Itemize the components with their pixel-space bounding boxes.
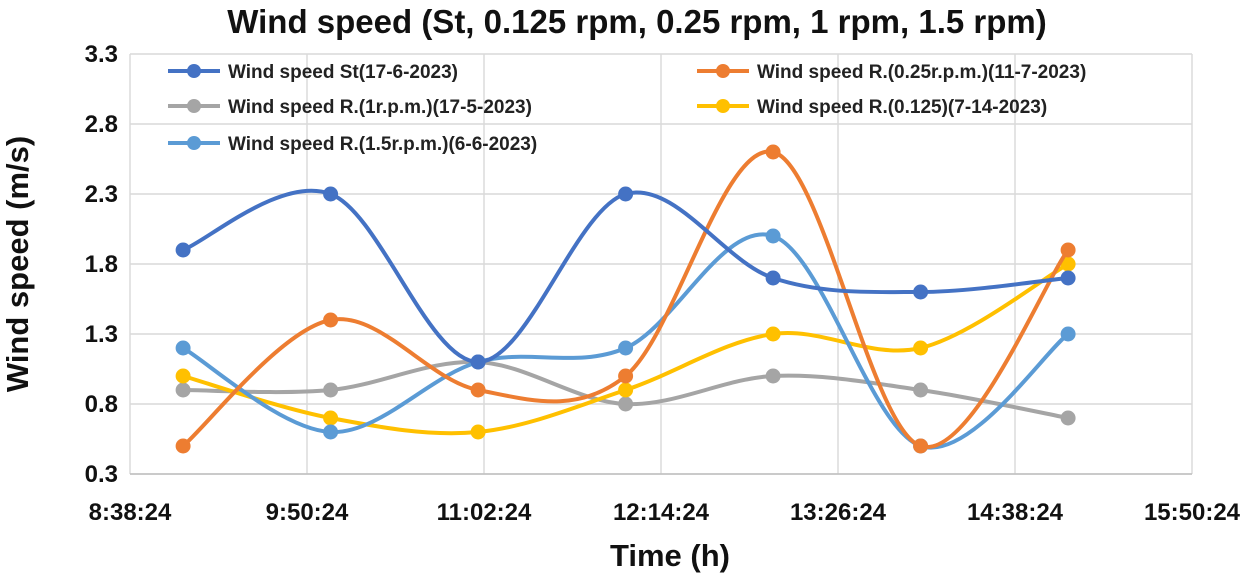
data-point <box>1060 326 1076 342</box>
data-point <box>470 382 486 398</box>
data-point <box>323 382 339 398</box>
legend-marker <box>187 99 201 113</box>
x-tick-label: 13:26:24 <box>790 499 887 526</box>
data-point <box>1060 242 1076 258</box>
data-point <box>618 396 634 412</box>
x-axis-title: Time (h) <box>610 538 730 573</box>
series-3 <box>175 256 1076 440</box>
x-tick-label: 14:38:24 <box>967 499 1064 526</box>
data-point <box>618 382 634 398</box>
y-tick-label: 2.8 <box>85 111 118 138</box>
y-tick-label: 0.3 <box>85 461 118 488</box>
legend-label: Wind speed R.(0.25r.p.m.)(11-7-2023) <box>757 62 1086 83</box>
data-point <box>913 382 929 398</box>
legend-marker <box>716 99 730 113</box>
data-point <box>618 368 634 384</box>
data-point <box>1060 270 1076 286</box>
data-point <box>913 438 929 454</box>
legend-entry: Wind speed St(17-6-2023) <box>168 62 458 83</box>
data-point <box>175 438 191 454</box>
legend-entry: Wind speed R.(0.25r.p.m.)(11-7-2023) <box>697 62 1086 83</box>
legend-marker <box>187 136 201 150</box>
data-point <box>175 242 191 258</box>
data-point <box>323 312 339 328</box>
axes: 0.3 0.8 1.3 1.8 2.3 2.8 3.3 8:38:24 9:50:24 11:02… <box>85 41 1241 526</box>
legend-label: Wind speed R.(0.125)(7-14-2023) <box>757 97 1047 118</box>
data-point <box>323 424 339 440</box>
x-tick-label: 12:14:24 <box>613 499 710 526</box>
data-point <box>323 186 339 202</box>
series-0 <box>175 186 1076 370</box>
data-point <box>175 368 191 384</box>
data-point <box>913 340 929 356</box>
data-point <box>470 424 486 440</box>
y-tick-label: 1.8 <box>85 251 118 278</box>
series-layer <box>175 144 1076 454</box>
legend-label: Wind speed R.(1.5r.p.m.)(6-6-2023) <box>228 134 537 155</box>
data-point <box>765 368 781 384</box>
gridlines <box>129 53 1193 475</box>
legend-label: Wind speed St(17-6-2023) <box>228 62 458 83</box>
chart-title: Wind speed (St, 0.125 rpm, 0.25 rpm, 1 r… <box>227 3 1046 40</box>
data-point <box>1060 256 1076 272</box>
x-tick-label: 15:50:24 <box>1144 499 1241 526</box>
series-line <box>181 188 1071 365</box>
data-point <box>175 340 191 356</box>
legend-entry: Wind speed R.(1.5r.p.m.)(6-6-2023) <box>168 134 537 155</box>
legend-marker <box>716 64 730 78</box>
data-point <box>470 354 486 370</box>
data-point <box>913 284 929 300</box>
data-point <box>618 340 634 356</box>
legend: Wind speed St(17-6-2023) Wind speed R.(0.… <box>168 62 1086 155</box>
y-axis-title: Wind speed (m/s) <box>0 136 35 392</box>
data-point <box>175 382 191 398</box>
data-point <box>765 228 781 244</box>
data-point <box>618 186 634 202</box>
data-point <box>323 410 339 426</box>
series-2 <box>175 354 1076 426</box>
data-point <box>765 144 781 160</box>
data-point <box>765 326 781 342</box>
x-tick-label: 8:38:24 <box>89 499 172 526</box>
y-tick-label: 1.3 <box>85 321 118 348</box>
y-tick-label: 2.3 <box>85 181 118 208</box>
x-tick-label: 11:02:24 <box>437 499 532 526</box>
legend-entry: Wind speed R.(0.125)(7-14-2023) <box>697 97 1047 118</box>
legend-label: Wind speed R.(1r.p.m.)(17-5-2023) <box>228 97 532 118</box>
data-point <box>1060 410 1076 426</box>
legend-marker <box>187 64 201 78</box>
legend-entry: Wind speed R.(1r.p.m.)(17-5-2023) <box>168 97 532 118</box>
y-tick-label: 0.8 <box>85 391 118 418</box>
x-tick-label: 9:50:24 <box>266 499 349 526</box>
y-tick-label: 3.3 <box>85 41 118 68</box>
data-point <box>765 270 781 286</box>
series-1 <box>175 144 1076 454</box>
